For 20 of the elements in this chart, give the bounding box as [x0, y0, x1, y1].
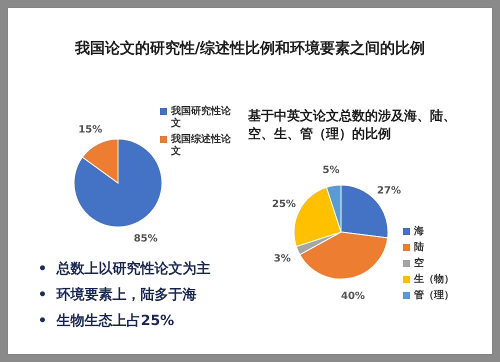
- data-label: 25%: [272, 198, 296, 210]
- legend-label: 海: [414, 226, 424, 238]
- data-label: 27%: [377, 186, 401, 197]
- legend-label: 管（理）: [414, 290, 454, 302]
- text: • 总数上以研究性论文为主: [38, 260, 211, 279]
- chart-title: 我国论文的研究性/综述性比例和环境要素之间的比例: [74, 38, 426, 59]
- text: • 环境要素上，陆多于海: [38, 286, 198, 305]
- data-label: 40%: [341, 290, 365, 302]
- legend-label: 空: [414, 258, 424, 270]
- data-label: 5%: [322, 164, 340, 176]
- text: • 生物生态上占25%: [38, 312, 176, 331]
- data-label: 15%: [78, 124, 102, 136]
- legend-label: 陆: [414, 242, 424, 254]
- chart-title: 基于中英文论文总数的涉及海、陆、空、生、管（理）的比例: [248, 108, 457, 144]
- data-label: 3%: [274, 253, 291, 264]
- data-label: 85%: [134, 233, 158, 244]
- legend-label: 我国研究性论文: [171, 106, 232, 130]
- legend-label: 生（物）: [414, 274, 454, 286]
- legend-label: 我国综述性论文: [171, 134, 232, 158]
- pie-slice: [74, 138, 162, 228]
